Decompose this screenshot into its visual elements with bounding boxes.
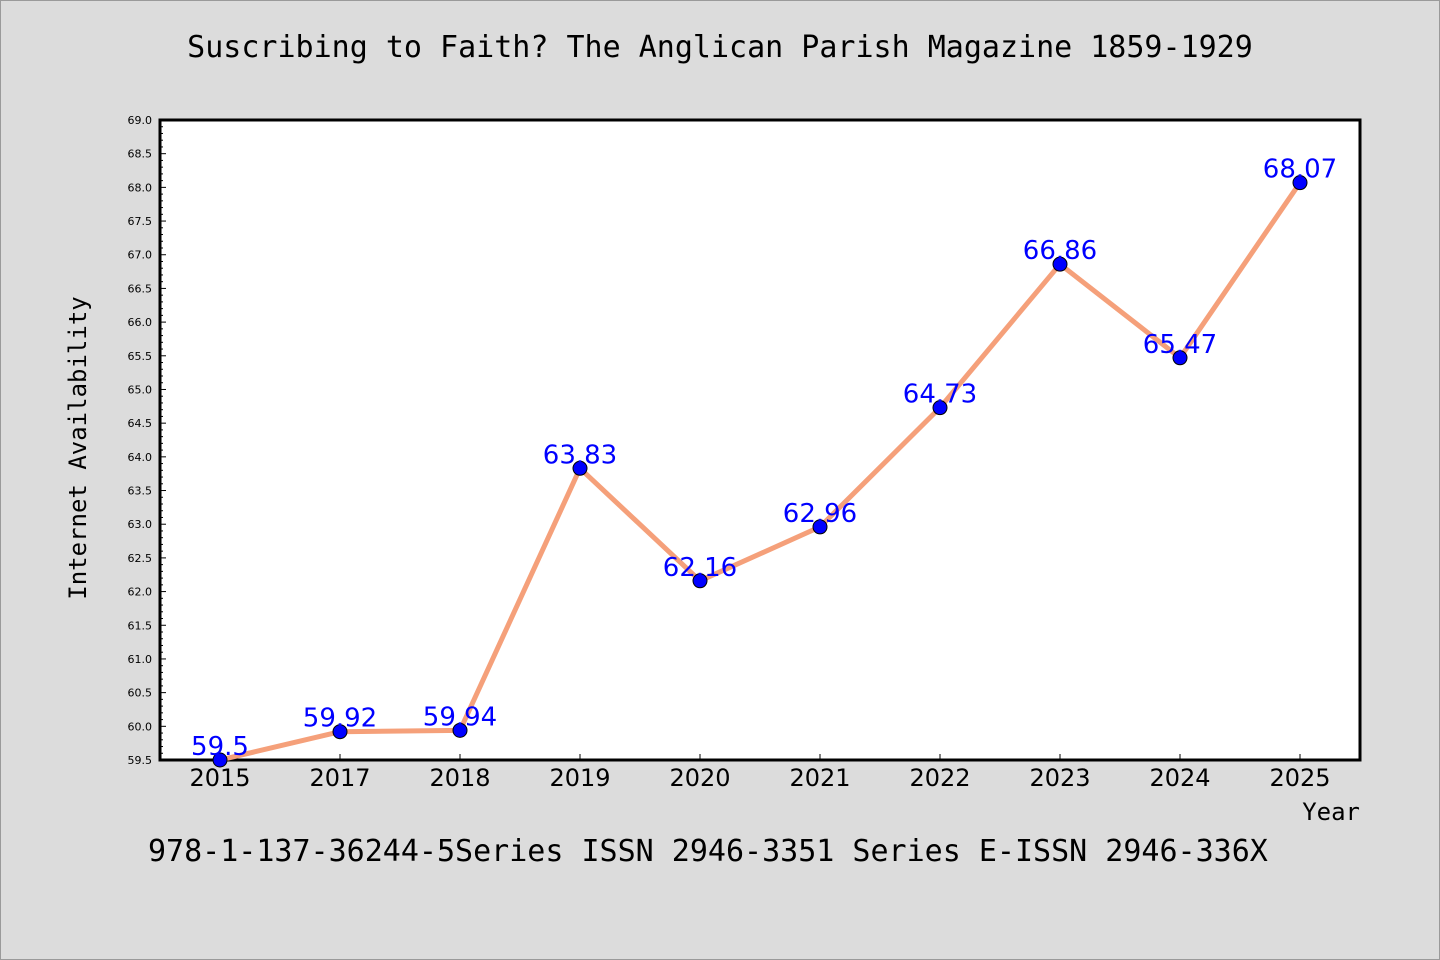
data-point xyxy=(572,460,588,476)
x-axis-label: Year xyxy=(1302,798,1360,826)
y-tick-label: 69.0 xyxy=(128,114,153,127)
footer-note: 978-1-137-36244-5Series ISSN 2946-3351 S… xyxy=(148,834,1268,869)
data-point xyxy=(1292,175,1308,191)
plot-area xyxy=(158,118,1362,762)
chart-title: Suscribing to Faith? The Anglican Parish… xyxy=(187,30,1253,65)
y-tick-label: 67.5 xyxy=(128,215,153,228)
y-tick-label: 65.0 xyxy=(128,383,153,396)
data-label: 66.86 xyxy=(1023,236,1097,266)
y-tick-label: 62.5 xyxy=(128,552,153,565)
series-points xyxy=(212,175,1308,768)
x-tick-label: 2025 xyxy=(1269,764,1330,792)
x-tick-label: 2019 xyxy=(549,764,610,792)
data-label: 63.83 xyxy=(543,440,617,470)
y-tick-label: 60.0 xyxy=(128,720,153,733)
data-point xyxy=(332,724,348,740)
y-tick-label: 61.5 xyxy=(128,619,153,632)
y-axis-label: Internet Availability xyxy=(64,296,92,599)
y-tick-label: 64.5 xyxy=(128,417,153,430)
x-tick-label: 2022 xyxy=(909,764,970,792)
data-point xyxy=(812,519,828,535)
data-label: 65.47 xyxy=(1143,330,1217,360)
y-tick-label: 63.5 xyxy=(128,485,153,498)
data-point xyxy=(932,400,948,416)
x-tick-label: 2021 xyxy=(789,764,850,792)
data-point xyxy=(452,722,468,738)
x-tick-label: 2020 xyxy=(669,764,730,792)
y-tick-label: 64.0 xyxy=(128,451,153,464)
y-tick-label: 66.5 xyxy=(128,282,153,295)
y-tick-label: 66.0 xyxy=(128,316,153,329)
data-point xyxy=(212,752,228,768)
data-label: 59.5 xyxy=(191,732,249,762)
y-tick-label: 61.0 xyxy=(128,653,153,666)
data-label: 59.94 xyxy=(423,702,497,732)
data-label: 62.16 xyxy=(663,553,737,583)
data-point xyxy=(1052,256,1068,272)
data-point xyxy=(692,573,708,589)
data-label: 62.96 xyxy=(783,499,857,529)
y-tick-label: 67.0 xyxy=(128,249,153,262)
y-tick-label: 68.0 xyxy=(128,181,153,194)
x-tick-label: 2017 xyxy=(309,764,370,792)
data-labels: 59.5 59.92 59.94 63.83 62.16 62.96 64.73 66.86 6… xyxy=(191,155,1337,762)
y-tick-label: 62.0 xyxy=(128,586,153,599)
x-axis-ticks: 2015 2017 2018 2019 2020 2021 2022 2023 2024 2025 xyxy=(189,754,1331,792)
y-tick-label: 59.5 xyxy=(128,754,153,767)
y-tick-label: 68.5 xyxy=(128,148,153,161)
y-tick-label: 65.5 xyxy=(128,350,153,363)
data-label: 68.07 xyxy=(1263,155,1337,185)
y-tick-label: 63.0 xyxy=(128,518,153,531)
y-tick-label: 60.5 xyxy=(128,687,153,700)
x-tick-label: 2015 xyxy=(189,764,250,792)
x-tick-label: 2024 xyxy=(1149,764,1210,792)
data-label: 59.92 xyxy=(303,704,377,734)
data-point xyxy=(1172,350,1188,366)
series-lines xyxy=(217,180,1303,763)
x-tick-label: 2023 xyxy=(1029,764,1090,792)
data-label: 64.73 xyxy=(903,380,977,410)
y-axis-ticks: 59.5 60.0 60.5 61.0 61.5 62.0 62.5 63.0 63.5 64.0… xyxy=(128,114,166,767)
series-line xyxy=(217,180,1303,763)
x-tick-label: 2018 xyxy=(429,764,490,792)
